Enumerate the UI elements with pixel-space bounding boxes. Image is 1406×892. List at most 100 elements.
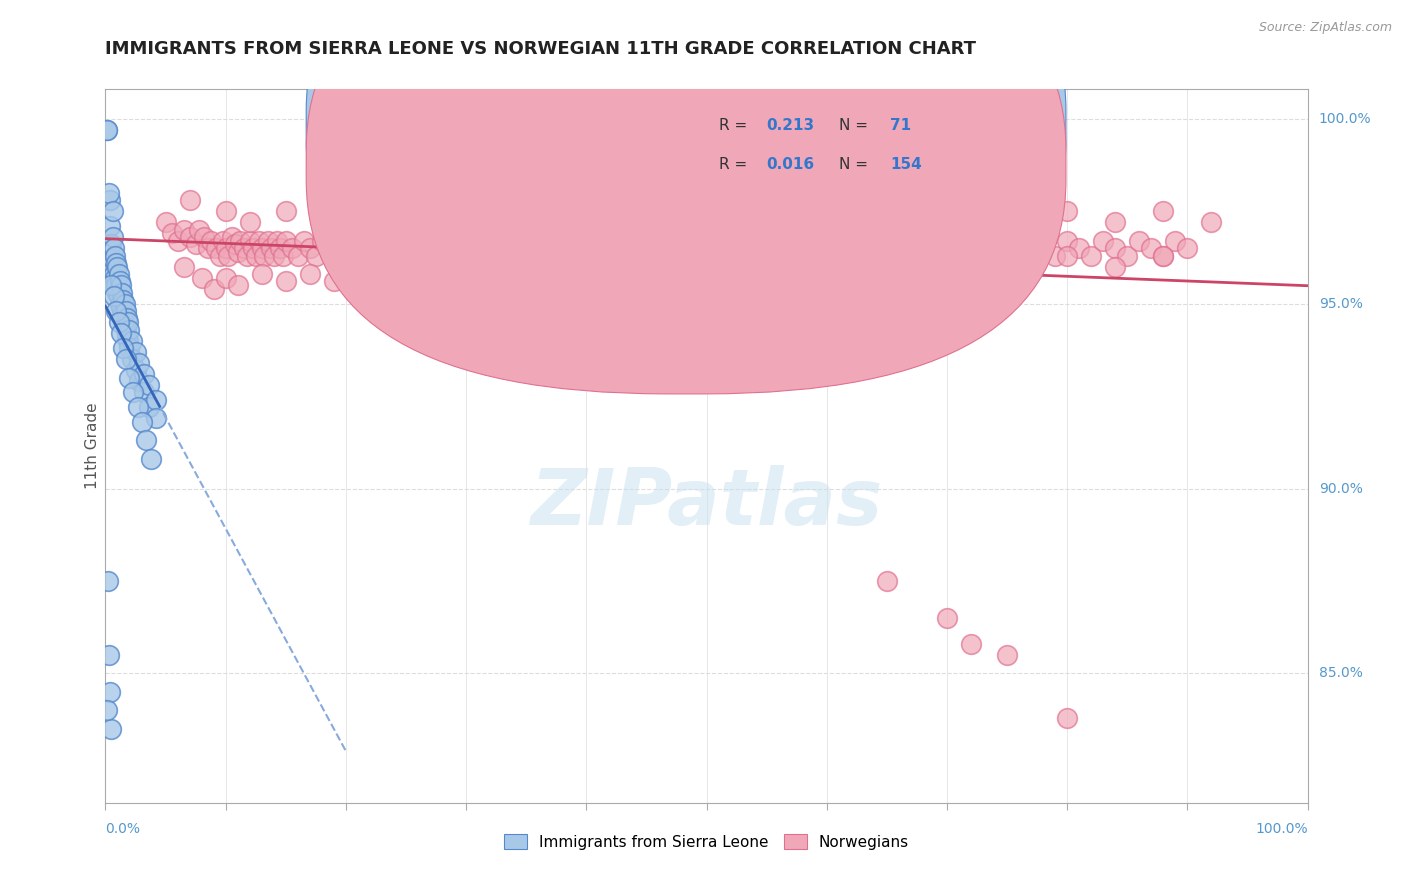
Point [779,278,801,293]
Point [1032,241,1054,255]
Point [96,123,118,137]
Point [322,275,344,289]
Point [503,241,526,255]
Point [226,244,249,259]
Point [1008,249,1031,263]
Point [815,241,838,255]
Point [117,315,139,329]
Point [97,574,120,588]
Point [1140,241,1163,255]
Text: 100.0%: 100.0% [1319,112,1371,126]
Point [347,267,370,281]
Point [461,241,484,255]
Point [1128,234,1150,248]
Point [1056,234,1078,248]
Text: 85.0%: 85.0% [1319,666,1362,681]
Point [247,234,270,248]
Point [214,270,236,285]
Point [135,434,157,448]
Point [353,241,375,255]
Point [205,241,228,255]
Point [443,241,465,255]
Point [1175,241,1198,255]
Point [232,241,254,255]
Point [839,278,862,293]
Point [104,249,127,263]
Point [115,311,138,326]
Text: IMMIGRANTS FROM SIERRA LEONE VS NORWEGIAN 11TH GRADE CORRELATION CHART: IMMIGRANTS FROM SIERRA LEONE VS NORWEGIA… [105,40,976,58]
Point [960,637,983,651]
Point [118,370,141,384]
Point [190,270,212,285]
Text: 71: 71 [890,118,911,133]
Point [104,270,127,285]
Point [322,249,344,263]
Point [437,234,460,248]
Point [256,234,278,248]
Point [815,270,838,285]
Point [100,260,122,274]
Point [1056,204,1078,219]
Point [527,241,550,255]
Point [98,219,121,233]
Point [599,278,621,293]
Text: ZIPatlas: ZIPatlas [530,465,883,541]
Point [599,204,621,219]
Point [266,234,288,248]
Point [960,241,983,255]
Point [419,275,441,289]
Point [815,215,838,229]
Point [515,234,537,248]
Point [112,293,135,307]
Point [224,237,246,252]
Point [900,249,922,263]
Point [214,241,236,255]
Point [911,234,934,248]
Point [101,204,124,219]
Point [479,241,502,255]
Point [1019,234,1042,248]
Point [430,249,453,263]
Point [107,289,129,303]
Point [755,270,778,285]
Point [1092,234,1115,248]
Point [311,234,333,248]
Point [253,249,276,263]
Point [887,241,910,255]
Point [364,234,387,248]
Point [98,648,121,662]
Point [371,275,394,289]
Y-axis label: 11th Grade: 11th Grade [84,402,100,490]
Point [636,241,658,255]
Point [876,234,898,248]
Point [755,215,778,229]
Point [647,249,669,263]
Point [298,267,321,281]
Point [239,234,262,248]
Point [316,241,339,255]
Point [371,241,394,255]
Point [575,249,598,263]
Point [184,237,207,252]
Point [1152,204,1174,219]
Point [395,215,418,229]
Point [659,234,682,248]
Point [132,385,155,400]
Point [720,278,742,293]
Text: 100.0%: 100.0% [1256,822,1308,837]
Point [948,234,970,248]
Point [166,234,188,248]
Point [287,249,309,263]
Point [226,278,249,293]
Point [138,400,160,414]
Point [347,234,370,248]
Point [236,249,259,263]
Point [115,322,138,336]
Point [281,241,304,255]
Text: Source: ZipAtlas.com: Source: ZipAtlas.com [1258,21,1392,34]
Point [1043,249,1066,263]
Point [377,249,399,263]
Point [696,234,718,248]
Text: 0.213: 0.213 [766,118,814,133]
Point [100,722,122,736]
